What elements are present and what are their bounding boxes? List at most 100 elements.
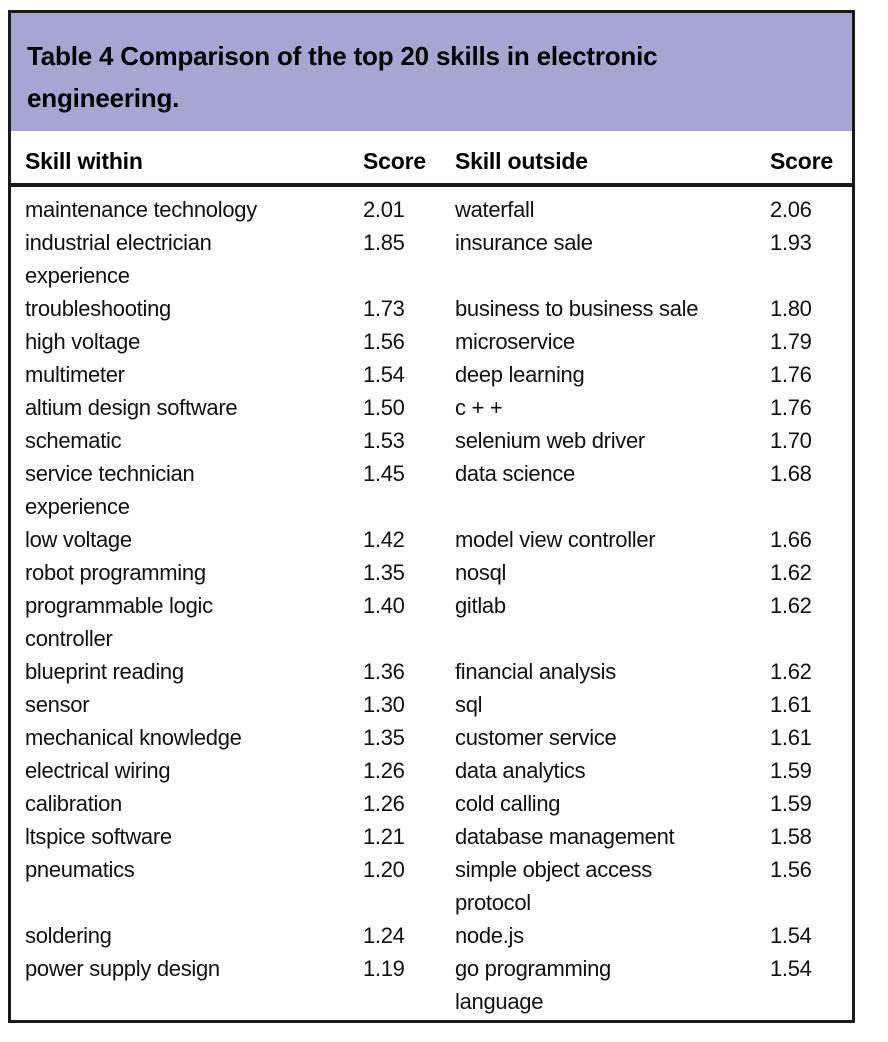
table-row: blueprint reading 1.36 financial analysis 1… xyxy=(11,655,852,688)
table-row: sensor 1.30 sql 1.61 xyxy=(11,688,852,721)
score-within-cell: 2.01 xyxy=(363,197,405,222)
skill-outside-cell: microservice xyxy=(455,329,575,354)
table-row: robot programming 1.35 nosql 1.62 xyxy=(11,556,852,589)
skill-within-cell: high voltage xyxy=(25,329,141,354)
score-outside-cell: 1.80 xyxy=(770,296,812,321)
skill-outside-cell: node.js xyxy=(455,923,524,948)
skill-outside-cell: data science xyxy=(455,461,575,486)
score-within-cell: 1.20 xyxy=(363,857,405,882)
score-within-cell: 1.36 xyxy=(363,659,405,684)
score-outside-cell: 1.93 xyxy=(770,230,812,255)
score-outside-cell: 1.79 xyxy=(770,329,812,354)
score-within-cell: 1.35 xyxy=(363,560,405,585)
score-within-cell: 1.24 xyxy=(363,923,405,948)
skill-outside-cell: data analytics xyxy=(455,758,586,783)
col-header-score-within: Score xyxy=(363,131,455,187)
score-within-cell: 1.50 xyxy=(363,395,405,420)
col-header-score-outside: Score xyxy=(770,131,852,187)
table-row: maintenance technology 2.01 waterfall 2.06 xyxy=(11,185,852,226)
skill-within-cell: calibration xyxy=(25,791,122,816)
skill-within-cell: robot programming xyxy=(25,560,206,585)
skills-table-body: maintenance technology 2.01 waterfall 2.06 i… xyxy=(11,185,852,1018)
skill-within-cell: soldering xyxy=(25,923,112,948)
score-outside-cell: 1.70 xyxy=(770,428,812,453)
table-row: ltspice software 1.21 database management 1… xyxy=(11,820,852,853)
skill-outside-cell: go programming language xyxy=(455,956,611,1014)
table-row: mechanical knowledge 1.35 customer service… xyxy=(11,721,852,754)
score-outside-cell: 1.76 xyxy=(770,362,812,387)
table-title-band: Table 4 Comparison of the top 20 skills … xyxy=(11,13,852,131)
table-row: power supply design 1.19 go programming la… xyxy=(11,952,852,1018)
score-within-cell: 1.42 xyxy=(363,527,405,552)
score-outside-cell: 1.62 xyxy=(770,659,812,684)
skill-outside-cell: customer service xyxy=(455,725,617,750)
score-within-cell: 1.85 xyxy=(363,230,405,255)
table-row: multimeter 1.54 deep learning 1.76 xyxy=(11,358,852,391)
skill-outside-cell: cold calling xyxy=(455,791,561,816)
score-within-cell: 1.45 xyxy=(363,461,405,486)
score-within-cell: 1.56 xyxy=(363,329,405,354)
skill-within-cell: troubleshooting xyxy=(25,296,171,321)
score-outside-cell: 1.59 xyxy=(770,791,812,816)
score-within-cell: 1.54 xyxy=(363,362,405,387)
skill-within-cell: industrial electrician experience xyxy=(25,230,212,288)
skill-outside-cell: database management xyxy=(455,824,675,849)
skill-outside-cell: deep learning xyxy=(455,362,585,387)
table-row: altium design software 1.50 c + + 1.76 xyxy=(11,391,852,424)
skill-within-cell: programmable logic controller xyxy=(25,593,213,651)
skill-within-cell: ltspice software xyxy=(25,824,172,849)
skill-outside-cell: sql xyxy=(455,692,483,717)
skill-outside-cell: c + + xyxy=(455,395,503,420)
skill-outside-cell: selenium web driver xyxy=(455,428,645,453)
score-outside-cell: 1.61 xyxy=(770,725,812,750)
score-within-cell: 1.26 xyxy=(363,758,405,783)
table-row: troubleshooting 1.73 business to business … xyxy=(11,292,852,325)
skill-within-cell: power supply design xyxy=(25,956,220,981)
score-within-cell: 1.19 xyxy=(363,956,405,981)
score-within-cell: 1.21 xyxy=(363,824,405,849)
skill-within-cell: altium design software xyxy=(25,395,238,420)
score-within-cell: 1.40 xyxy=(363,593,405,618)
table-row: pneumatics 1.20 simple object access proto… xyxy=(11,853,852,919)
table-row: low voltage 1.42 model view controller 1.66 xyxy=(11,523,852,556)
table-row: industrial electrician experience 1.85 ins… xyxy=(11,226,852,292)
score-outside-cell: 1.56 xyxy=(770,857,812,882)
skill-within-cell: low voltage xyxy=(25,527,132,552)
table-row: schematic 1.53 selenium web driver 1.70 xyxy=(11,424,852,457)
table-row: electrical wiring 1.26 data analytics 1.59 xyxy=(11,754,852,787)
skill-outside-cell: simple object access protocol xyxy=(455,857,652,915)
skill-within-cell: multimeter xyxy=(25,362,125,387)
skill-outside-cell: business to business sale xyxy=(455,296,699,321)
table-row: calibration 1.26 cold calling 1.59 xyxy=(11,787,852,820)
skill-within-cell: electrical wiring xyxy=(25,758,171,783)
skill-within-cell: maintenance technology xyxy=(25,197,257,222)
skill-within-cell: pneumatics xyxy=(25,857,135,882)
score-outside-cell: 1.54 xyxy=(770,923,812,948)
table-row: service technician experience 1.45 data sc… xyxy=(11,457,852,523)
skill-outside-cell: waterfall xyxy=(455,197,535,222)
score-within-cell: 1.26 xyxy=(363,791,405,816)
skill-within-cell: mechanical knowledge xyxy=(25,725,242,750)
score-within-cell: 1.73 xyxy=(363,296,405,321)
score-outside-cell: 1.66 xyxy=(770,527,812,552)
skill-within-cell: service technician experience xyxy=(25,461,195,519)
header-row: Skill within Score Skill outside Score xyxy=(11,131,852,187)
table-row: programmable logic controller 1.40 gitlab 1… xyxy=(11,589,852,655)
skill-within-cell: sensor xyxy=(25,692,90,717)
table-row: soldering 1.24 node.js 1.54 xyxy=(11,919,852,952)
score-outside-cell: 1.76 xyxy=(770,395,812,420)
score-outside-cell: 1.54 xyxy=(770,956,812,981)
skill-outside-cell: gitlab xyxy=(455,593,506,618)
score-outside-cell: 1.62 xyxy=(770,593,812,618)
score-outside-cell: 1.61 xyxy=(770,692,812,717)
score-outside-cell: 2.06 xyxy=(770,197,812,222)
skill-outside-cell: model view controller xyxy=(455,527,656,552)
col-header-skill-outside: Skill outside xyxy=(455,131,770,187)
skills-table-header: Skill within Score Skill outside Score xyxy=(11,131,852,187)
table-title: Table 4 Comparison of the top 20 skills … xyxy=(27,41,658,113)
col-header-skill-within: Skill within xyxy=(11,131,363,187)
score-outside-cell: 1.58 xyxy=(770,824,812,849)
table-figure: Table 4 Comparison of the top 20 skills … xyxy=(8,10,855,1023)
score-outside-cell: 1.68 xyxy=(770,461,812,486)
skill-within-cell: schematic xyxy=(25,428,122,453)
